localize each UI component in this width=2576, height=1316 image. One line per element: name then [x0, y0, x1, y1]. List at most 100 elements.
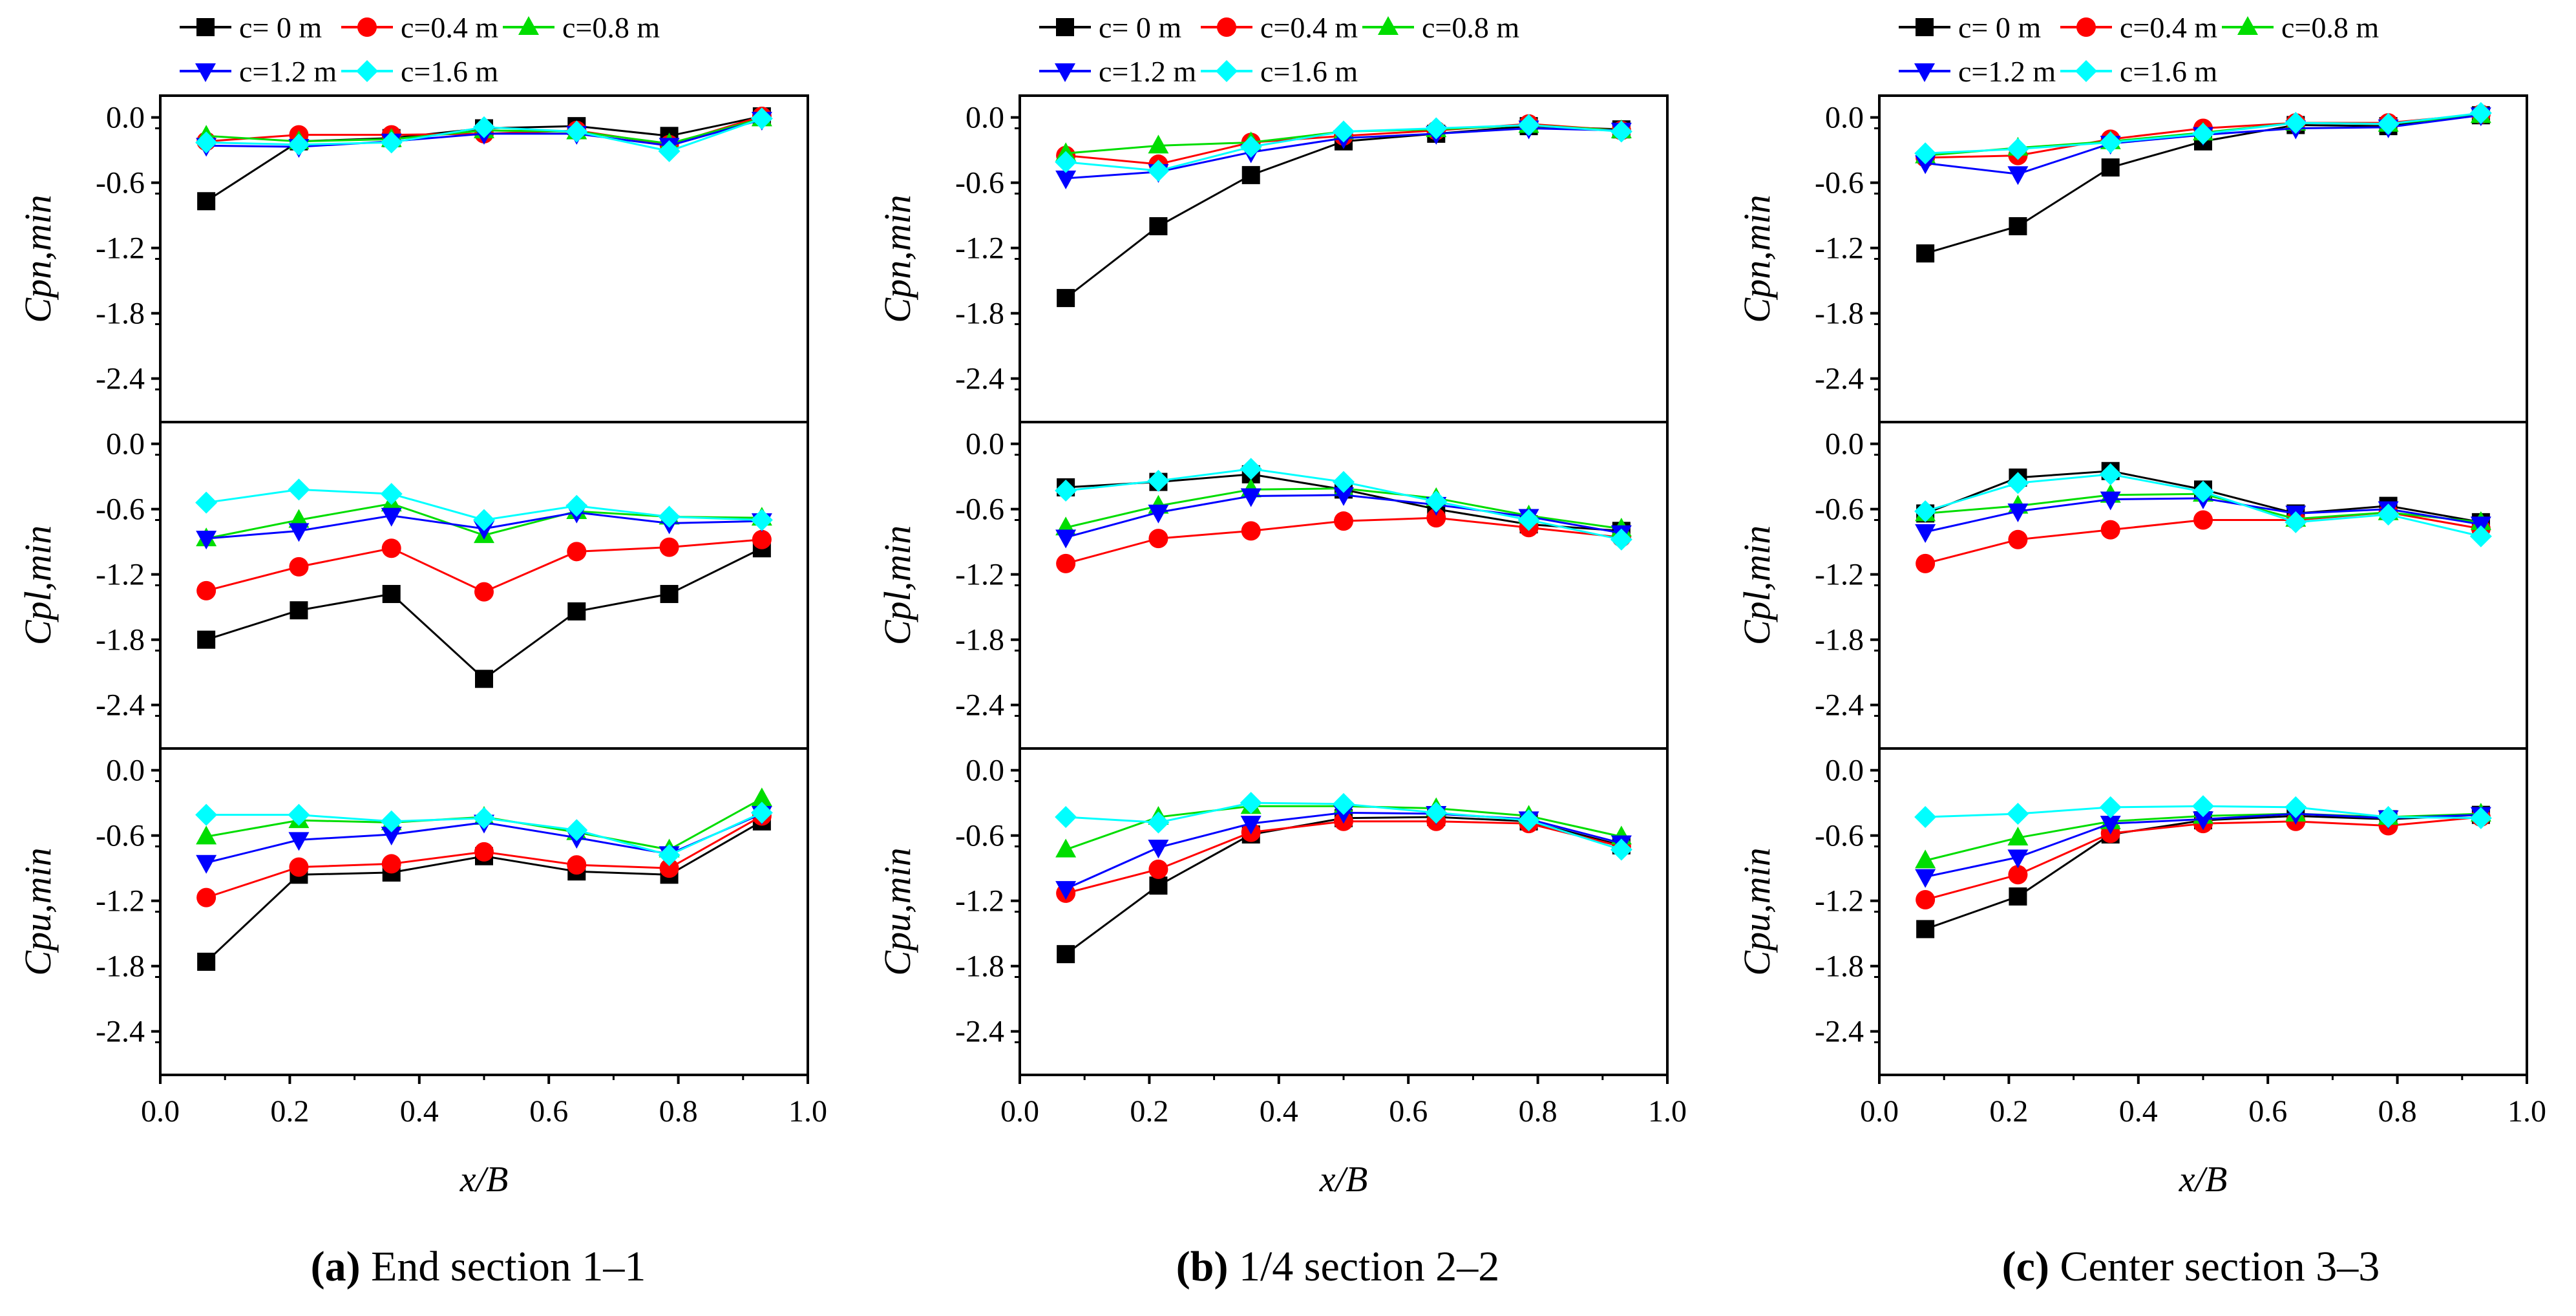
chart-c-legend-item-c-0p8-m: c=0.8 m	[2222, 11, 2379, 44]
chart-a-panel-1-ytick-label-2p4: -2.4	[96, 362, 145, 396]
chart-b-panel-2-series-c-1p2-m-point-3	[1240, 488, 1262, 507]
chart-b-legend-item-c-0-m: c= 0 m	[1039, 11, 1181, 44]
chart-a-panel-1-series-c-0-m-point-1	[197, 192, 216, 211]
chart-c-panel-1-series-c-1p6-m-point-1	[1914, 142, 1937, 165]
chart-a-legend-label: c=0.8 m	[562, 11, 660, 44]
chart-b-panel-1-ytick-label-2p4: -2.4	[955, 362, 1004, 396]
chart-c-panel-3-series-c-0p4-m-point-2	[2008, 865, 2028, 885]
chart-c-panel-3-xtick-label-0p2: 0.2	[1989, 1094, 2028, 1129]
chart-b-panel-3-series-c-0-m-point-1	[1057, 945, 1075, 964]
chart-c-panel-3-ytick-label-1p8: -1.8	[1815, 950, 1864, 984]
chart-c-panel-1-ylabel: Cpn,min	[1736, 195, 1778, 323]
chart-c-legend-item-c-0p4-m: c=0.4 m	[2060, 11, 2217, 44]
chart-a-legend-item-c-0p8-m: c=0.8 m	[503, 11, 660, 44]
chart-c-panel-2-ytick-label-0p0: 0.0	[1825, 427, 1864, 462]
chart-a-panel-2-series-c-1p6-m-point-7	[750, 509, 773, 531]
chart-a-panel-2-series-c-0p4-m-point-2	[289, 557, 309, 577]
chart-b-legend-marker	[1217, 17, 1236, 37]
chart-b-panel-1-series-c-1p2-m-point-1	[1055, 170, 1077, 189]
chart-a-panel-2-ytick-label-1p8: -1.8	[96, 623, 145, 657]
chart-a-panel-3-series-c-0-m	[197, 812, 771, 971]
chart-a-legend-item-c-1p6-m: c=1.6 m	[341, 55, 498, 88]
chart-a-panel-1-series-c-1p6-m-point-7	[750, 107, 773, 130]
chart-b-panel-3-ytick-label-0p0: 0.0	[966, 754, 1004, 788]
chart-b-panel-2-ylabel: Cpl,min	[876, 525, 918, 645]
chart-a-panel-3-series-c-1p6-m-point-5	[565, 819, 588, 842]
chart-a-panel-2-series-c-1p2-m-point-3	[381, 507, 402, 527]
chart-a-panel-2-series-c-0-m-point-3	[382, 584, 401, 603]
chart-c-legend-marker	[2237, 16, 2258, 35]
chart-c-panel-3-series-c-1p2-m-point-1	[1915, 869, 1936, 888]
chart-c-panel-2-series-c-1p6-m-point-7	[2469, 525, 2492, 547]
chart-c-panel-1-series-c-1p6-m-point-5	[2285, 112, 2307, 134]
chart-b-panel-3: 0.0 -0.6 -1.2 -1.8 -2.4 Cpu,min 0.0 0.2 0.4 0.6 0.…	[876, 747, 1687, 1200]
chart-c-legend-label: c= 0 m	[1958, 11, 2041, 44]
chart-c-panel-1-series-c-1p6-m-point-4	[2192, 122, 2214, 145]
chart-c-panel-1-series-c-1p6-m-point-2	[2007, 138, 2029, 160]
chart-b-legend-item-c-1p2-m: c=1.2 m	[1039, 55, 1196, 88]
chart-a-panel-3-xtick-label-0p8: 0.8	[659, 1094, 698, 1129]
chart-a-panel-2-series-c-0-m-point-2	[290, 601, 308, 620]
chart-c-panel-3-series-c-1p6-m-point-5	[2285, 796, 2307, 818]
chart-b-legend-marker	[1378, 16, 1399, 35]
chart-c-panel-2-series-c-1p2-m-point-1	[1915, 524, 1936, 544]
chart-c-panel-1-series-c-1p6-m-point-7	[2469, 101, 2492, 124]
chart-b-panel-3-ytick-label-0p6: -0.6	[955, 819, 1004, 853]
chart-b-panel-3-series-c-1p2-m-point-3	[1240, 816, 1262, 835]
chart-b-panel-2-series-c-0p4-m-point-4	[1334, 511, 1353, 531]
chart-b-panel-3-series-c-0-m	[1057, 808, 1631, 964]
chart-a-panel-3-ytick-label-0p6: -0.6	[96, 819, 145, 853]
chart-b-panel-1-series-c-1p6-m-point-6	[1517, 114, 1540, 136]
chart-a-panel-2-series-c-0p8-m-point-2	[288, 509, 310, 528]
chart-c-legend-item-c-0-m: c= 0 m	[1899, 11, 2041, 44]
chart-a-panel-3-series-c-0p4-m-point-3	[381, 854, 401, 874]
chart-a-panel-2-series-c-0-m	[197, 539, 771, 688]
chart-a-panel-3-series-c-1p6-m	[195, 801, 773, 866]
chart-a-panel-2-series-c-1p6-m-point-1	[195, 491, 218, 514]
chart-c-panel-2-series-c-1p6-m-point-6	[2377, 504, 2400, 526]
chart-a-panel-2-series-c-1p6-m-point-5	[565, 494, 588, 517]
chart-c-panel-2-series-c-1p2-m-point-2	[2007, 504, 2029, 523]
chart-b-panel-3-series-c-1p6-m-point-7	[1610, 838, 1632, 861]
chart-c-panel-3-series-c-1p6-m-point-6	[2377, 806, 2400, 829]
caption-a-letter: (a)	[310, 1243, 361, 1290]
chart-c-panel-3-ytick-label-1p2: -1.2	[1815, 884, 1864, 918]
chart-a-panel-3-series-c-1p6-m-point-7	[750, 801, 773, 824]
chart-a-panel-1-series-c-1p6-m-point-5	[565, 120, 588, 143]
chart-c-panel-3-ytick-label-2p4: -2.4	[1815, 1015, 1864, 1049]
chart-c-panel-3-series-c-0p8-m-point-2	[2007, 827, 2029, 846]
chart-a-legend-marker	[518, 16, 539, 35]
chart-c-legend-marker	[1914, 63, 1935, 82]
chart-b-panel-2-ytick-label-2p4: -2.4	[955, 688, 1004, 723]
chart-a-panel-1-series-c-1p6-m-point-2	[288, 133, 310, 156]
chart-b-panel-1-ytick-label-1p8: -1.8	[955, 297, 1004, 331]
chart-b-legend-label: c=0.4 m	[1260, 11, 1358, 44]
chart-c-legend-label: c=1.6 m	[2120, 55, 2217, 88]
chart-a-panel-1-ytick-label-0p0: 0.0	[106, 101, 145, 135]
chart-b-panel-2-series-c-1p2-m-point-1	[1055, 529, 1077, 549]
chart-c-panel-2-ytick-label-1p8: -1.8	[1815, 623, 1864, 657]
chart-a-panel-2-series-c-1p2-m-point-2	[288, 523, 310, 542]
chart-b-panel-2-series-c-1p6-m-point-6	[1517, 509, 1540, 531]
chart-c-panel-3-series-c-0p4-m-point-1	[1916, 889, 1936, 909]
chart-a-panel-3-ytick-label-1p2: -1.2	[96, 884, 145, 918]
chart-c-panel-1-ytick-label-0p6: -0.6	[1815, 166, 1864, 200]
chart-c-panel-3: 0.0 -0.6 -1.2 -1.8 -2.4 Cpu,min 0.0 0.2 0.4 0.6 0.…	[1736, 747, 2546, 1200]
chart-b-panel-1-series-c-0-m-point-3	[1241, 165, 1260, 184]
chart-c-legend-marker	[2075, 60, 2097, 82]
chart-a-panel-3-frame	[159, 747, 809, 1076]
chart-b-panel-2-series-c-1p2-m-point-4	[1333, 487, 1354, 506]
chart-b-panel-1-ytick-label-0p6: -0.6	[955, 166, 1004, 200]
chart-a-panel-3-xtick-label-0p6: 0.6	[529, 1094, 568, 1129]
chart-a-panel-2-series-c-0p4-m	[196, 529, 772, 602]
chart-c-legend-label: c=0.8 m	[2281, 11, 2379, 44]
chart-b-panel-1-series-c-1p6-m	[1055, 114, 1632, 182]
caption-c-text: Center section 3–3	[2049, 1243, 2380, 1290]
chart-a-panel-2-series-c-0p4-m-point-5	[567, 542, 587, 562]
chart-b-panel-2-series-c-1p6-m-point-2	[1147, 469, 1170, 492]
chart-c-panel-3-series-c-0-m-point-1	[1916, 920, 1935, 939]
chart-c-panel-3-xtick-label-0p0: 0.0	[1860, 1094, 1899, 1129]
chart-b-panel-3-series-c-1p2-m-point-1	[1055, 881, 1077, 900]
chart-b-legend-label: c=1.2 m	[1099, 55, 1196, 88]
chart-a-legend-item-c-0p4-m: c=0.4 m	[341, 11, 498, 44]
